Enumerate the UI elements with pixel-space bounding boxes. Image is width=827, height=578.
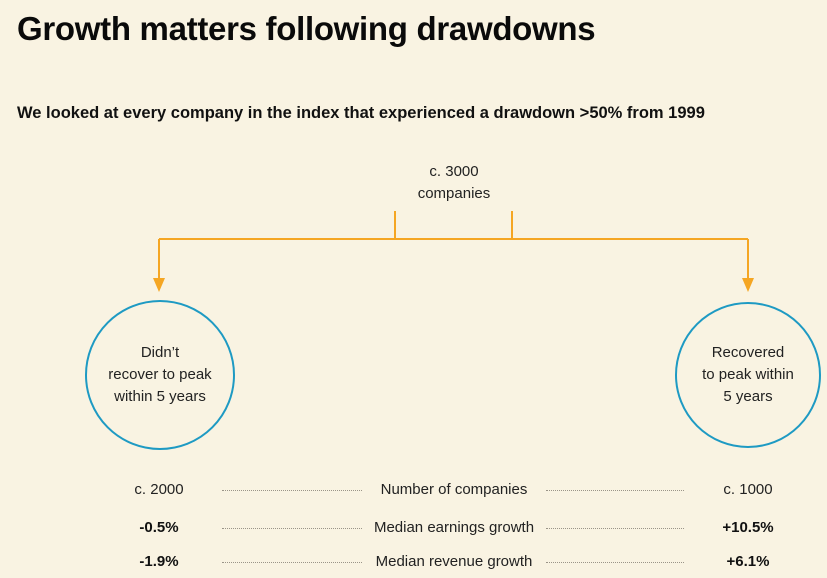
root-count: c. 3000 [429,163,479,180]
not-recovered-line-3: within 5 years [114,388,206,405]
not-recovered-line-2: recover to peak [108,366,212,383]
left-value: c. 2000 [134,481,184,498]
root-node-label: c. 3000 companies [354,161,554,205]
recovered-label: Recovered to peak within 5 years [673,342,823,408]
left-value: -1.9% [139,553,179,570]
not-recovered-label: Didn’t recover to peak within 5 years [85,342,235,408]
page-title: Growth matters following drawdowns [17,10,596,47]
left-value: -0.5% [139,519,179,536]
arrow-down-icon-left [153,278,165,292]
metric-label: Number of companies [380,481,528,498]
comparison-row-earnings: -0.5% Median earnings growth +10.5% [0,516,827,540]
circle-recovered [675,302,821,448]
arrow-down-icon-right [742,278,754,292]
comparison-row-revenue: -1.9% Median revenue growth +6.1% [0,550,827,574]
recovered-line-2: to peak within [702,366,794,383]
root-unit: companies [417,185,491,202]
recovered-line-3: 5 years [723,388,773,405]
dotted-leader-left [222,490,362,491]
recovered-line-1: Recovered [711,344,785,361]
dotted-leader-left [222,562,362,563]
circle-not-recovered [85,300,235,450]
dotted-leader-right [546,528,684,529]
right-value: +10.5% [722,519,774,536]
metric-label: Median earnings growth [373,519,535,536]
comparison-row-companies: c. 2000 Number of companies c. 1000 [0,478,827,502]
dotted-leader-right [546,562,684,563]
page-subtitle: We looked at every company in the index … [17,104,705,122]
metric-label: Median revenue growth [375,553,533,570]
right-value: c. 1000 [723,481,773,498]
not-recovered-line-1: Didn’t [140,344,180,361]
right-value: +6.1% [726,553,770,570]
dotted-leader-left [222,528,362,529]
dotted-leader-right [546,490,684,491]
